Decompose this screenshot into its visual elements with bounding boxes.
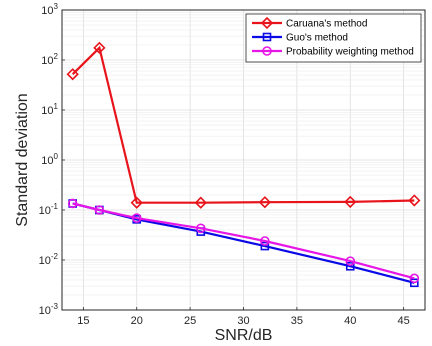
series-1 [66,41,421,209]
axis-ticks: 15 20 25 30 35 40 45 10-3 10-2 10-1 100 101 102 103 [39,2,410,327]
data-point [408,194,421,207]
legend-marker [260,16,274,30]
legend-entry: Caruana's method [252,16,367,30]
y-axis-label: Standard deviation [14,93,31,226]
legend-marker [262,32,272,42]
legend-entry: Probability weighting method [252,46,414,58]
data-point [345,261,355,271]
legend-label: Guo's method [286,33,348,44]
x-tick-label: 30 [237,315,249,327]
x-tick-label: 40 [344,315,356,327]
series-group [66,41,421,288]
series-line [72,202,415,280]
data-point [409,273,420,284]
data-point [258,196,271,209]
legend: Caruana's method Guo's method Probability … [245,13,422,63]
data-point [194,196,207,209]
series-3 [67,198,420,284]
legend-entry: Guo's method [252,33,348,44]
data-point [131,213,142,223]
data-point [130,196,143,209]
legend-marker [262,46,272,56]
grid [62,9,425,311]
x-tick-label: 35 [291,315,303,327]
series-line [71,45,415,204]
data-point [93,41,106,54]
y-tick-label: 102 [41,52,58,67]
y-tick-label: 10-1 [39,202,59,217]
x-axis-label: SNR/dB [215,327,273,344]
x-tick-label: 25 [184,315,196,327]
x-tick-label: 20 [131,315,143,327]
y-tick-label: 103 [41,2,58,17]
y-tick-label: 10-2 [39,252,59,267]
y-tick-label: 101 [41,102,58,117]
y-tick-label: 10-3 [39,302,59,317]
data-point [410,278,419,288]
data-point [66,68,79,81]
x-tick-label: 15 [77,315,89,327]
data-point [67,198,78,209]
data-point [344,195,357,209]
plot-frame [61,9,426,311]
legend-label: Probability weighting method [286,47,414,58]
x-tick-label: 45 [398,315,410,327]
y-tick-label: 100 [41,152,58,167]
data-point [345,256,356,266]
data-point [260,236,270,246]
data-point [260,241,270,251]
legend-label: Caruana's method [286,19,367,30]
data-point [195,223,206,234]
data-point [94,205,105,215]
